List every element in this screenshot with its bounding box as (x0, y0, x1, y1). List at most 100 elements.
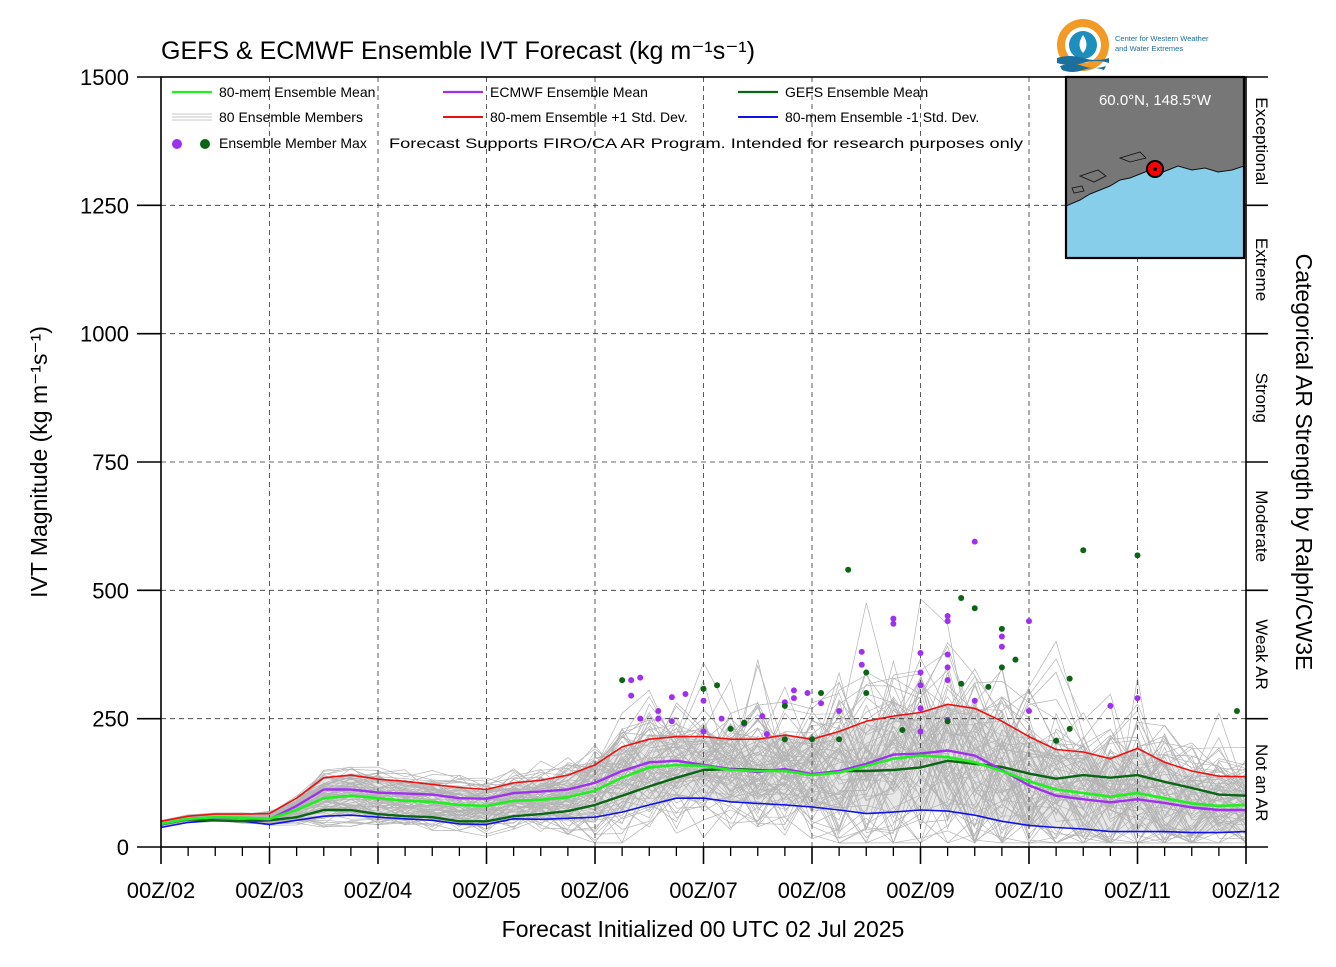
legend-entry-ensemble-mean: 80-mem Ensemble Mean (219, 84, 375, 100)
series-line-0 (160, 754, 1247, 826)
axes: 00Z/02 00Z/03 00Z/04 00Z/05 00Z/06 00Z/07 00Z/… (80, 65, 1280, 903)
legend-entry-ecmwf-mean: ECMWF Ensemble Mean (490, 84, 648, 100)
ecmwf-max-marker (917, 649, 924, 656)
ensemble-member-line (160, 668, 1247, 839)
gefs-max-marker (781, 736, 788, 743)
ensemble-member-line (160, 645, 1247, 822)
ecmwf-max-marker (790, 687, 797, 694)
legend-swatch-members (172, 113, 212, 121)
ecmwf-max-marker (628, 677, 635, 684)
x-tick-label: 00Z/04 (344, 878, 413, 903)
legend-entry-members: 80 Ensemble Members (219, 109, 363, 125)
ecmwf-max-marker (1134, 695, 1141, 702)
ecmwf-max-marker (804, 690, 811, 696)
y-tick-label: 750 (92, 450, 129, 475)
y-tick-label: 1000 (80, 322, 129, 347)
gefs-max-marker (1134, 552, 1141, 559)
gefs-max-marker (899, 726, 906, 733)
gefs-max-marker (1066, 675, 1073, 682)
y-tick-label: 1250 (80, 193, 129, 218)
ar-category-label: Exceptional (1252, 97, 1271, 185)
gefs-max-marker (944, 718, 951, 725)
legend-swatch-gefs-max (200, 139, 210, 149)
ecmwf-max-marker (890, 615, 897, 622)
gefs-max-marker (1012, 656, 1019, 663)
ecmwf-max-marker (1026, 707, 1032, 714)
ecmwf-max-marker (790, 695, 797, 702)
ecmwf-max-marker (998, 633, 1005, 640)
series-line-2 (160, 759, 1247, 826)
gefs-max-marker (809, 736, 815, 743)
legend-entry-gefs-mean: GEFS Ensemble Mean (785, 84, 928, 100)
ecmwf-max-marker (917, 705, 924, 712)
ecmwf-max-marker (759, 713, 766, 720)
ecmwf-max-marker (971, 538, 978, 545)
logo-text-line-1: Center for Western Weather (1115, 34, 1209, 43)
ensemble-member-line (160, 763, 1247, 844)
gefs-max-marker (1066, 725, 1073, 732)
x-tick-label: 00Z/11 (1104, 878, 1171, 903)
gefs-max-marker (1053, 737, 1060, 744)
gefs-max-marker (781, 702, 788, 709)
gefs-max-marker (818, 690, 825, 696)
ar-category-label: Extreme (1252, 238, 1271, 301)
gefs-max-marker (863, 669, 870, 676)
series-line-3 (160, 703, 1247, 823)
ecmwf-max-marker (890, 620, 897, 627)
ecmwf-max-marker (944, 618, 951, 625)
x-tick-label: 00Z/09 (886, 878, 955, 903)
x-tick-label: 00Z/06 (561, 878, 630, 903)
y-axis-label: IVT Magnitude (kg m⁻¹s⁻¹) (26, 326, 52, 598)
ecmwf-max-marker (668, 694, 675, 701)
ecmwf-max-marker (971, 697, 978, 704)
cw3e-logo: Center for Western Weather and Water Ext… (1057, 19, 1209, 72)
ecmwf-max-marker (682, 691, 689, 698)
gefs-max-marker (714, 682, 721, 689)
member-max-markers (619, 538, 1240, 744)
gefs-max-marker (1233, 707, 1240, 714)
ecmwf-max-marker (818, 700, 825, 707)
ensemble-member-line (160, 664, 1247, 822)
ensemble-member-line (160, 737, 1247, 844)
ecmwf-max-marker (836, 707, 843, 714)
legend-entry-minus-std: 80-mem Ensemble -1 Std. Dev. (785, 109, 979, 125)
inset-frame (1064, 75, 1246, 260)
ecmwf-max-marker (763, 731, 770, 738)
ecmwf-max-marker (858, 648, 865, 655)
x-tick-label: 00Z/12 (1212, 878, 1281, 903)
x-tick-label: 00Z/03 (235, 878, 304, 903)
ecmwf-max-marker (944, 613, 951, 619)
gefs-max-marker (727, 725, 734, 732)
location-inset-map: 60.0°N, 148.5°W (1064, 75, 1246, 260)
gefs-max-marker (958, 680, 965, 687)
gefs-max-marker (971, 605, 978, 612)
ensemble-member-line (160, 758, 1247, 844)
x-tick-label: 00Z/05 (452, 878, 521, 903)
gefs-max-marker (619, 677, 626, 684)
ecmwf-max-marker (1026, 618, 1032, 625)
ecmwf-max-marker (917, 682, 924, 689)
x-axis-label: Forecast Initialized 00 UTC 02 Jul 2025 (502, 916, 905, 942)
logo-text-line-2: and Water Extremes (1115, 44, 1183, 53)
gefs-max-marker (958, 595, 965, 602)
chart-title: GEFS & ECMWF Ensemble IVT Forecast (kg m… (161, 37, 755, 65)
ar-category-label: Weak AR (1252, 619, 1271, 690)
gefs-max-marker (998, 625, 1005, 632)
x-tick-label: 00Z/10 (995, 878, 1064, 903)
ecmwf-max-marker (637, 674, 644, 681)
legend: 80-mem Ensemble Mean ECMWF Ensemble Mean… (172, 84, 1023, 151)
gefs-max-marker (845, 566, 852, 573)
ecmwf-max-marker (858, 661, 865, 668)
legend-entry-plus-std: 80-mem Ensemble +1 Std. Dev. (490, 109, 688, 125)
inset-island (1118, 151, 1147, 163)
ecmwf-max-marker (917, 728, 924, 735)
legend-entry-member-max: Ensemble Member Max (219, 135, 367, 151)
gefs-max-marker (863, 690, 870, 696)
ar-category-label: Not an AR (1252, 744, 1271, 822)
ensemble-member-line (160, 658, 1247, 822)
gefs-max-marker (741, 719, 748, 726)
ecmwf-max-marker (944, 664, 951, 671)
inset-coordinates: 60.0°N, 148.5°W (1099, 92, 1212, 109)
